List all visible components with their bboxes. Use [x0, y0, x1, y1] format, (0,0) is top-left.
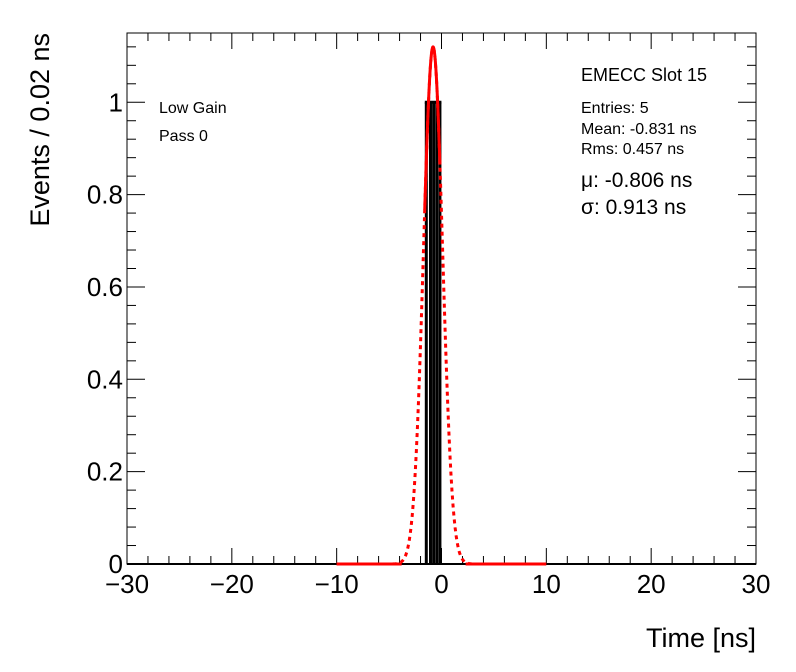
y-tick-label: 0 [109, 549, 123, 579]
pass-label: Pass 0 [159, 128, 208, 145]
x-tick-label: 20 [637, 569, 666, 599]
stats-title: EMECC Slot 15 [581, 65, 707, 85]
x-tick-label: 30 [742, 569, 771, 599]
x-tick-label: 0 [434, 569, 448, 599]
y-tick-label: 0.8 [87, 180, 123, 210]
x-tick-label: −10 [315, 569, 359, 599]
stats-rms: Rms: 0.457 ns [581, 141, 684, 158]
fit-curve-range [423, 45, 442, 210]
y-tick-labels: 0 0.2 0.4 0.6 0.8 1 [87, 87, 123, 579]
y-axis-title: Events / 0.02 ns [25, 33, 55, 227]
stats-mean: Mean: -0.831 ns [581, 121, 697, 138]
gain-label: Low Gain [159, 100, 227, 117]
x-tick-label: 10 [532, 569, 561, 599]
x-tick-label: −20 [210, 569, 254, 599]
x-axis-title: Time [ns] [646, 623, 756, 653]
stats-mu: μ: -0.806 ns [581, 169, 692, 192]
axis-ticks [126, 33, 757, 565]
histogram-bars [424, 100, 442, 564]
y-tick-label: 0.6 [87, 272, 123, 302]
x-tick-label: −30 [105, 569, 149, 599]
gaussian-fit [336, 42, 547, 566]
y-tick-label: 0.2 [87, 457, 123, 487]
stats-sigma: σ: 0.913 ns [581, 196, 686, 219]
stats-entries: Entries: 5 [581, 100, 649, 117]
x-tick-labels: −30 −20 −10 0 10 20 30 [105, 569, 771, 599]
y-tick-label: 0.4 [87, 364, 123, 394]
fit-curve-extended [336, 42, 547, 566]
y-tick-label: 1 [109, 87, 123, 117]
